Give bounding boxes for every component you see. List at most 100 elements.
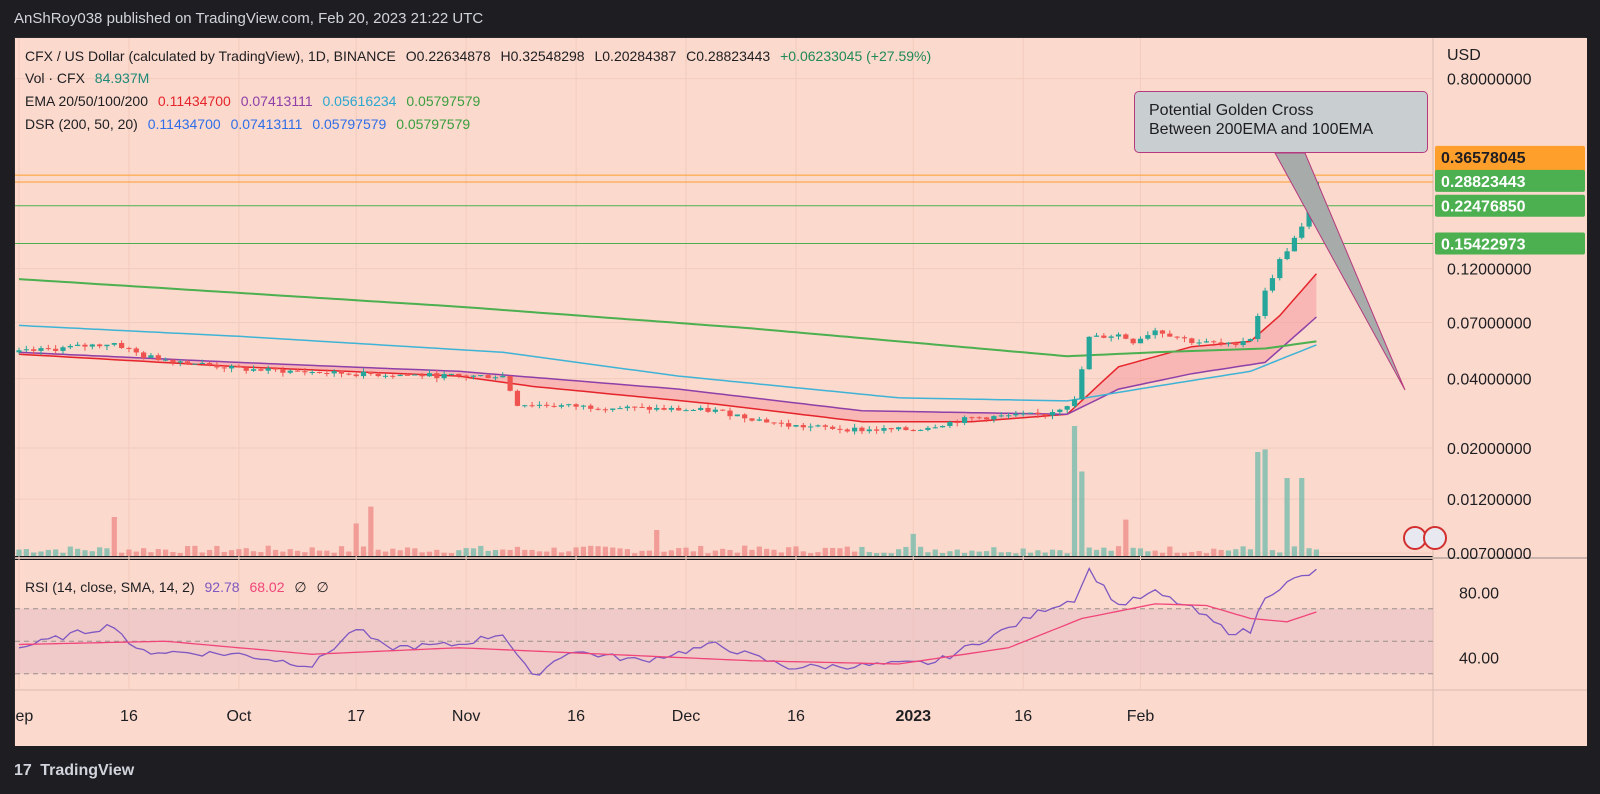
candle-body — [566, 404, 572, 406]
volume-bar — [617, 548, 623, 556]
ema-legend[interactable]: EMA 20/50/100/200 0.11434700 0.07413111 … — [25, 93, 486, 109]
candle-body — [896, 427, 902, 430]
candle-body — [382, 375, 389, 377]
volume-bar — [338, 546, 345, 556]
volume-bar — [1137, 548, 1144, 556]
volume-bar — [104, 548, 110, 556]
volume-bar — [1035, 550, 1041, 556]
candle-body — [250, 369, 257, 371]
volume-bar — [610, 547, 616, 556]
chart-canvas[interactable]: USD 0.80000000 0.12000000 0.07000000 0.04000… — [15, 38, 1587, 746]
candle-body — [82, 344, 88, 347]
candle-body — [133, 348, 139, 353]
rsi-sma-value: 68.02 — [249, 579, 285, 595]
candle-body — [1027, 412, 1034, 414]
volume-bar — [177, 553, 183, 556]
candle-body — [163, 359, 169, 361]
volume-bar — [1240, 546, 1246, 556]
candle-body — [573, 404, 579, 407]
volume-bar — [522, 549, 528, 556]
volume-legend[interactable]: Vol · CFX 84.937M — [25, 70, 155, 86]
volume-bar — [265, 545, 271, 556]
volume-bar — [434, 549, 440, 556]
volume-bar — [514, 546, 521, 556]
volume-bar — [500, 549, 506, 556]
volume-bar — [580, 546, 587, 556]
volume-bar — [412, 548, 418, 556]
volume-bar — [639, 550, 645, 556]
candle-body — [536, 404, 543, 406]
price-badge-label: 0.36578045 — [1441, 150, 1526, 167]
candle-body — [45, 348, 51, 350]
volume-bar — [119, 552, 125, 556]
volume-bar — [375, 549, 381, 556]
volume-bar — [903, 546, 909, 556]
candle-body — [910, 430, 916, 432]
candle-body — [874, 429, 880, 431]
rsi-empty-2: ∅ — [316, 579, 329, 595]
candle-body — [588, 405, 594, 409]
dsr-value-3: 0.05797579 — [312, 116, 387, 132]
volume-bar — [668, 550, 674, 556]
volume-bar — [163, 549, 169, 556]
volume-bar — [536, 551, 543, 556]
candle-body — [324, 373, 330, 375]
candle-body — [610, 408, 616, 410]
candle-body — [749, 418, 755, 421]
rsi-legend[interactable]: RSI (14, close, SMA, 14, 2) 92.78 68.02 … — [25, 579, 335, 596]
candle-body — [514, 390, 521, 406]
price-badge-bg — [1435, 232, 1585, 255]
candle-body — [53, 348, 59, 351]
symbol-legend[interactable]: CFX / US Dollar (calculated by TradingVi… — [25, 48, 937, 64]
candle-body — [258, 369, 264, 371]
volume-bar — [1181, 552, 1188, 556]
volume-bar — [1108, 550, 1114, 556]
candle-body — [698, 407, 704, 410]
candle-body — [1071, 399, 1078, 407]
volume-bar — [1152, 550, 1158, 556]
volume-bar — [155, 549, 161, 556]
volume-bar — [346, 551, 352, 556]
candle-body — [507, 375, 513, 391]
candle-body — [1093, 335, 1100, 337]
volume-bar — [976, 551, 982, 556]
volume-bar — [294, 550, 301, 556]
chart-frame[interactable]: USD 0.80000000 0.12000000 0.07000000 0.04000… — [14, 37, 1587, 746]
volume-bar — [573, 547, 579, 556]
volume-bar — [786, 547, 792, 556]
volume-bar — [1020, 548, 1026, 556]
tradingview-brand[interactable]: 17 TradingView — [14, 762, 134, 780]
volume-bar — [712, 550, 718, 556]
volume-bar — [551, 547, 557, 556]
ema200-value: 0.05797579 — [406, 93, 481, 109]
candle-body — [1159, 330, 1166, 334]
candle-body — [778, 422, 784, 424]
candle-body — [1005, 415, 1012, 417]
candle-body — [617, 408, 623, 410]
volume-bar — [1086, 547, 1092, 556]
volume-bar — [690, 551, 696, 556]
candle-body — [111, 343, 117, 345]
volume-bar — [492, 549, 499, 556]
volume-bar — [998, 552, 1004, 556]
candle-body — [654, 408, 660, 410]
dsr-legend[interactable]: DSR (200, 50, 20) 0.11434700 0.07413111 … — [25, 116, 476, 132]
volume-bar — [837, 548, 843, 556]
volume-bar — [720, 548, 726, 556]
candle-body — [500, 375, 506, 378]
price-tick-label: 0.80000000 — [1447, 72, 1532, 89]
volume-bar — [1013, 553, 1019, 556]
candle-body — [89, 344, 95, 347]
time-tick-label: 16 — [787, 708, 805, 725]
volume-bar — [441, 552, 447, 556]
volume-bar — [419, 552, 425, 556]
candle-body — [1306, 206, 1312, 227]
volume-bar — [1225, 550, 1232, 556]
volume-bar — [53, 549, 59, 556]
volume-bar — [566, 551, 572, 556]
volume-bar — [1101, 547, 1107, 556]
publisher-header: AnShRoy038 published on TradingView.com,… — [14, 10, 484, 27]
candle-body — [808, 426, 814, 428]
candle-body — [800, 425, 806, 428]
volume-bar — [82, 550, 88, 556]
